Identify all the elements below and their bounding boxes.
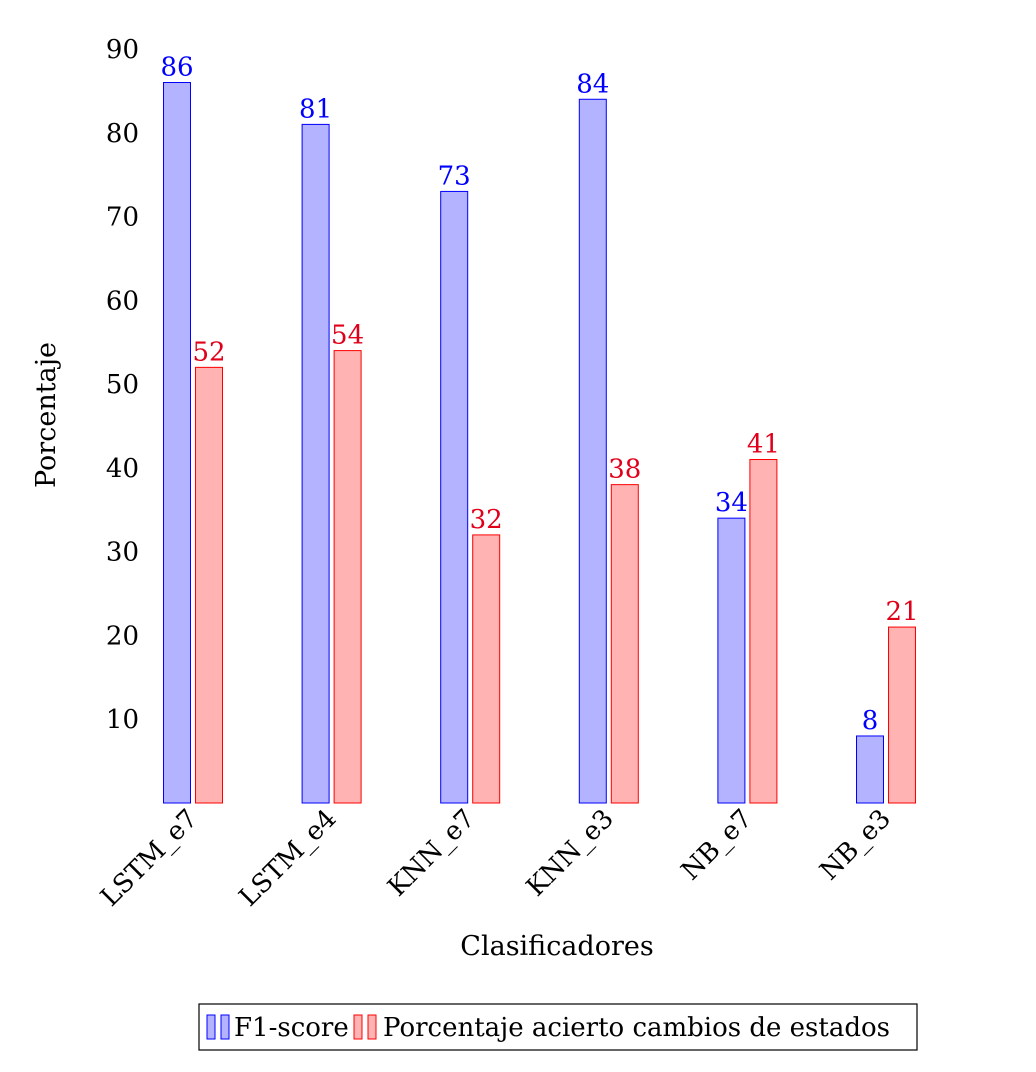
y-tick-label: 30 [106,538,139,568]
legend-swatch-f1-b [220,1014,230,1040]
bars [163,82,916,804]
y-tick-label: 20 [106,621,139,651]
bar-acierto-lstm-e4 [333,350,362,804]
y-tick-label: 50 [106,370,139,400]
bar-value-label: 21 [885,597,918,627]
bar-value-label: 8 [862,706,879,736]
x-axis-title: Clasificadores [460,931,653,962]
bar-f1-score-lstm-e7 [163,82,191,804]
legend-swatch-acierto-a [353,1014,363,1040]
bar-acierto-knn-e3 [610,484,639,804]
legend: F1-score Porcentaje acierto cambios de e… [198,1003,918,1051]
y-tick-label: 10 [106,705,139,735]
y-tick-label: 60 [106,286,139,316]
bar-value-label: 38 [608,455,641,485]
bar-value-label: 84 [576,69,609,99]
legend-label-acierto: Porcentaje acierto cambios de estados [383,1013,890,1043]
bar-value-labels: 86 52 81 54 73 32 84 38 34 41 8 21 [160,53,918,736]
x-tick-label: NB_e7 [676,804,759,887]
bar-value-label: 81 [299,94,332,124]
bar-value-label: 73 [438,161,471,191]
bar-acierto-nb-e7 [749,459,778,804]
x-tick-label: KNN_e3 [521,804,620,903]
bar-acierto-nb-e3 [888,626,916,804]
x-axis-ticks: LSTM_e7 LSTM_e4 KNN_e7 KNN_e3 NB_e7 NB_e3 [95,804,897,913]
bar-value-label: 52 [192,337,225,367]
bar-f1-score-knn-e3 [578,98,607,804]
y-tick-label: 70 [106,203,139,233]
bar-f1-score-knn-e7 [440,190,469,804]
bar-value-label: 86 [160,53,193,83]
x-tick-label: LSTM_e4 [234,804,343,913]
x-tick-label: NB_e3 [814,804,897,887]
bar-value-label: 32 [470,505,503,535]
legend-swatch-acierto-b [367,1014,377,1040]
bar-acierto-lstm-e7 [195,366,223,804]
x-tick-label: KNN_e7 [382,804,481,903]
y-tick-label: 80 [106,119,139,149]
bar-value-label: 34 [715,488,748,518]
y-tick-label: 40 [106,454,139,484]
bar-f1-score-lstm-e4 [301,123,330,804]
bar-f1-score-nb-e3 [856,735,884,804]
y-axis-ticks: 10 20 30 40 50 60 70 80 90 [106,35,139,735]
legend-swatch-f1-a [206,1014,216,1040]
bar-value-label: 54 [331,321,364,351]
x-tick-label: LSTM_e7 [95,804,204,913]
bar-f1-score-nb-e7 [717,517,746,804]
y-tick-label: 90 [106,35,139,65]
legend-label-f1: F1-score [234,1013,349,1043]
bar-value-label: 41 [747,430,780,460]
y-axis-title: Porcentaje [31,342,62,488]
legend-frame [198,1003,918,1051]
bar-acierto-knn-e7 [472,534,501,804]
